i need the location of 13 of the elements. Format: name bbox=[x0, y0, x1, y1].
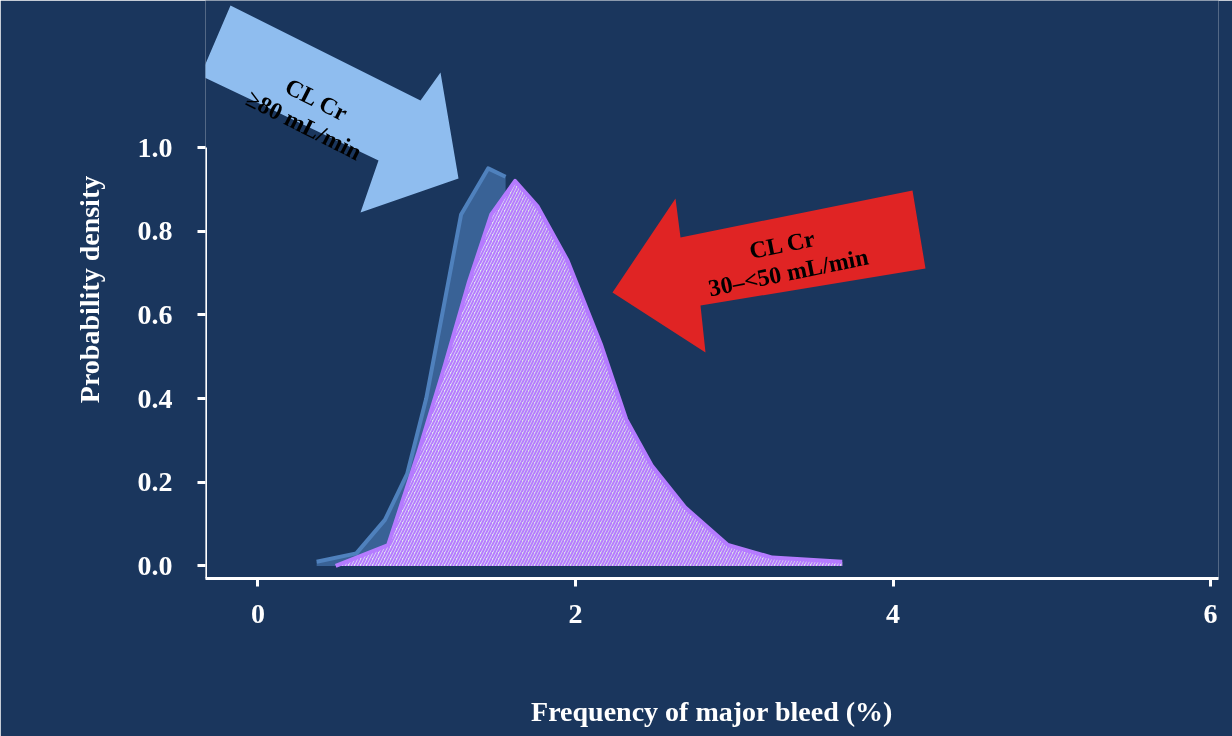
annotation: CL Cr 30–<50 mL/min bbox=[706, 225, 871, 302]
y-tick-label: 0.6 bbox=[137, 298, 173, 330]
y-tick-label: 0.2 bbox=[137, 466, 173, 498]
x-tick-label: 4 bbox=[886, 597, 901, 629]
y-axis-title: Probability density bbox=[73, 175, 105, 404]
x-tick-label: 2 bbox=[568, 597, 583, 629]
x-tick-label: 6 bbox=[1203, 597, 1218, 629]
y-tick-label: 0.0 bbox=[137, 549, 173, 581]
x-axis-title: Frequency of major bleed (%) bbox=[531, 695, 893, 727]
y-tick-label: 1.0 bbox=[137, 131, 173, 163]
y-tick-label: 0.4 bbox=[137, 382, 173, 414]
x-tick-label: 0 bbox=[250, 597, 265, 629]
y-tick-label: 0.8 bbox=[137, 215, 173, 247]
